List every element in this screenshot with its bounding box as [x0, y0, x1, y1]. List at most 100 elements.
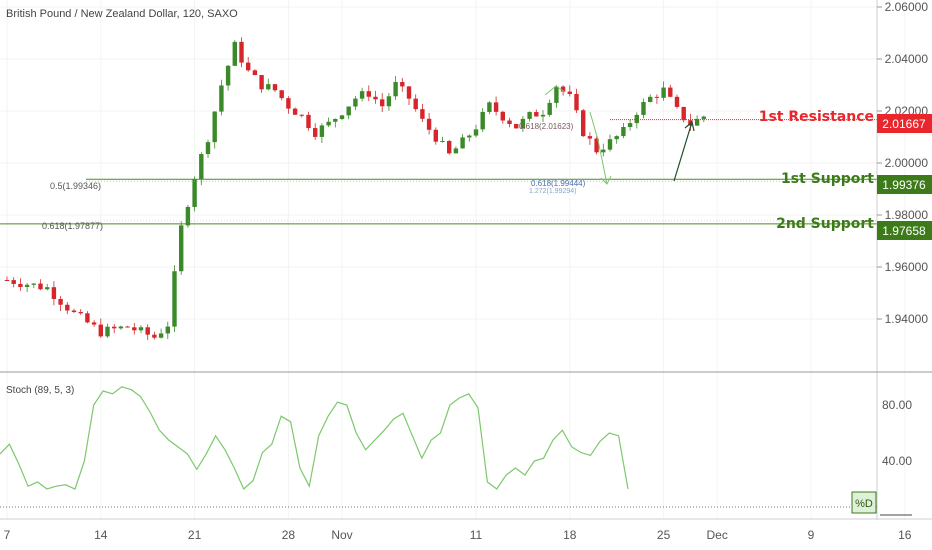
- candle-body: [514, 123, 519, 129]
- candle-body: [467, 135, 472, 138]
- candle-body: [681, 106, 686, 121]
- candle-body: [239, 41, 244, 63]
- candle-body: [594, 138, 599, 153]
- stoch-axis: 80.00 40.00: [882, 398, 912, 468]
- up-arrow-line: [673, 121, 693, 182]
- candle-body: [547, 102, 552, 115]
- candle-body: [246, 62, 251, 71]
- stoch-tick-label: 80.00: [882, 398, 912, 412]
- candle-body: [192, 178, 197, 207]
- projection-arrows: [544, 85, 695, 185]
- down-arrow-head-icon: [600, 175, 612, 185]
- stoch-d-line: [0, 386, 629, 490]
- price-tick-label: 2.06000: [885, 0, 929, 14]
- time-tick-label: 11: [470, 528, 483, 542]
- candle-body: [581, 110, 586, 137]
- candle-body: [286, 98, 291, 109]
- fib-labels: 0.5(1.99346) 0.618(1.97877) 0.618(1.9944…: [42, 122, 586, 231]
- resistance-price-badge: [877, 114, 932, 133]
- candle-body: [339, 115, 345, 119]
- candle-body: [460, 137, 465, 149]
- time-axis[interactable]: 7 14 21 28 Nov 11 18 25 Dec 9 16: [4, 528, 912, 542]
- candle-body: [51, 287, 57, 299]
- candle-body: [24, 284, 30, 287]
- support1-label: 1st Support: [781, 171, 874, 187]
- fib-label-left-0618: 0.618(1.97877): [42, 221, 103, 231]
- time-tick-label: 18: [563, 528, 577, 542]
- candle-body: [648, 96, 653, 102]
- candle-body: [674, 96, 680, 107]
- candle-body: [279, 90, 284, 99]
- stoch-pane: Stoch (89, 5, 3) 80.00 40.00 %D: [0, 385, 912, 516]
- resistance-label: 1st Resistance: [759, 109, 874, 125]
- candle-body: [473, 129, 479, 136]
- candle-body: [91, 322, 97, 325]
- candle-body: [333, 118, 338, 122]
- candle-body: [487, 102, 492, 112]
- candle-body: [661, 87, 666, 98]
- time-tick-label: 14: [94, 528, 108, 542]
- price-tick-label: 2.00000: [885, 156, 929, 170]
- candle-series: [4, 37, 706, 341]
- candle-body: [654, 96, 660, 98]
- candle-body: [346, 106, 351, 116]
- candle-body: [366, 91, 371, 97]
- candle-body: [493, 102, 499, 112]
- grid-lines: [0, 0, 906, 519]
- fib-label-left-05: 0.5(1.99346): [50, 181, 101, 191]
- candle-body: [527, 112, 532, 119]
- candle-body: [78, 312, 83, 314]
- candle-body: [225, 65, 231, 86]
- candle-body: [4, 280, 10, 281]
- price-tick-label: 1.94000: [885, 312, 929, 326]
- candle-body: [38, 283, 43, 290]
- candle-body: [621, 126, 626, 137]
- candle-body: [587, 136, 593, 139]
- candle-body: [520, 118, 526, 129]
- candle-body: [426, 118, 432, 130]
- candle-body: [447, 140, 452, 154]
- candle-body: [145, 327, 150, 335]
- candle-body: [299, 114, 304, 116]
- candle-body: [313, 128, 318, 137]
- candle-body: [45, 287, 50, 290]
- time-tick-label: Nov: [331, 528, 352, 542]
- candle-body: [266, 84, 271, 90]
- candle-body: [627, 123, 633, 127]
- candle-body: [306, 114, 311, 129]
- candle-body: [185, 206, 191, 226]
- candle-body: [252, 70, 258, 76]
- candle-body: [574, 93, 579, 111]
- candle-body: [125, 326, 130, 328]
- resistance-price-text: 2.01667: [882, 117, 926, 131]
- price-badges: 2.01667 1.99376 1.97658: [877, 114, 932, 240]
- candle-body: [205, 142, 211, 155]
- support1-price-text: 1.99376: [882, 178, 926, 192]
- candle-body: [71, 310, 77, 313]
- up-arrow-head-icon: [684, 120, 695, 132]
- candle-body: [359, 91, 365, 99]
- candle-body: [554, 86, 559, 103]
- candle-body: [500, 111, 505, 121]
- support1-price-badge: [877, 175, 932, 194]
- price-tick-label: 1.96000: [885, 260, 929, 274]
- candle-body: [453, 148, 459, 154]
- candle-body: [199, 154, 204, 179]
- time-tick-label: 25: [657, 528, 671, 542]
- time-tick-label: Dec: [707, 528, 728, 542]
- stoch-d-badge: [851, 491, 877, 514]
- candle-body: [272, 84, 278, 91]
- support2-price-text: 1.97658: [882, 224, 926, 238]
- support2-price-badge: [877, 221, 932, 240]
- candle-body: [701, 116, 706, 119]
- candle-body: [259, 75, 264, 90]
- candle-body: [480, 111, 485, 130]
- candle-body: [386, 96, 392, 107]
- candle-body: [158, 333, 164, 338]
- swing-line-top: [544, 85, 566, 96]
- candle-body: [319, 125, 325, 137]
- candle-body: [406, 86, 412, 99]
- candle-body: [607, 139, 613, 150]
- stoch-tick-label: 40.00: [882, 454, 912, 468]
